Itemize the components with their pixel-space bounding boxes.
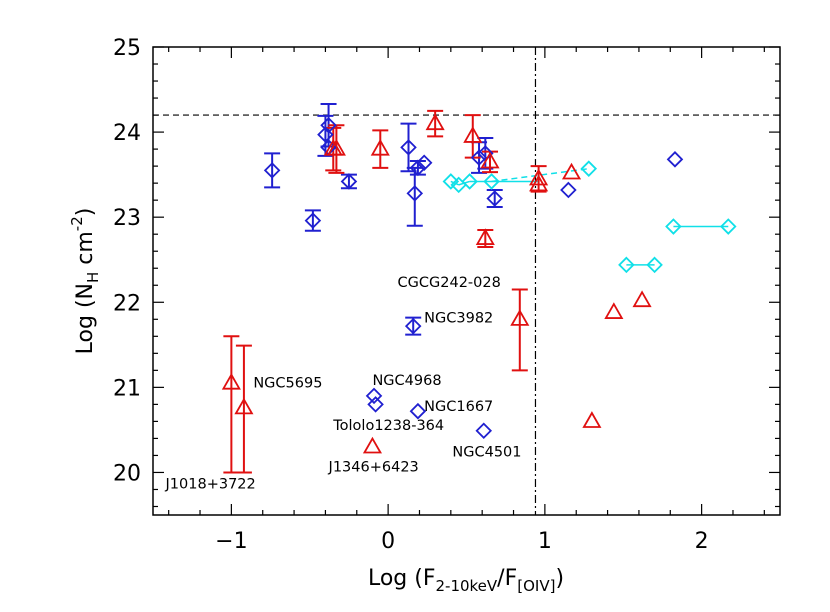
cyan-link-line (450, 180, 459, 186)
y-tick-label: 24 (113, 121, 141, 146)
red-triangle-point (463, 126, 483, 143)
y-axis-title: Log (NH cm-2) (68, 208, 102, 355)
blue-diamond-point (367, 396, 384, 413)
blue-diamond-point (317, 126, 334, 143)
blue-diamond-point (365, 387, 383, 405)
blue-diamond-point (304, 212, 322, 229)
cyan-links (450, 167, 729, 266)
data-markers (221, 113, 737, 454)
blue-diamond-point (475, 422, 493, 440)
y-tick-label: 22 (113, 291, 141, 316)
cyan-diamond-point (442, 173, 460, 190)
blue-diamond-point (415, 154, 433, 171)
annotation-label: Tololo1238-364 (332, 418, 444, 434)
cyan-diamond-point (461, 173, 478, 190)
cyan-diamond-point (646, 256, 663, 274)
y-tick-label: 23 (113, 206, 141, 231)
blue-diamond-point (320, 117, 337, 134)
red-triangle-point (510, 309, 530, 326)
red-triangle-point (326, 138, 346, 156)
x-tick-label: −1 (215, 529, 247, 554)
annotation-label: J1018+3722 (165, 477, 256, 493)
red-triangle-point (370, 138, 390, 156)
red-triangle-point (604, 302, 624, 319)
red-triangle-point (234, 397, 254, 415)
red-triangle-point (529, 174, 549, 192)
annotation-label: NGC1667 (424, 399, 493, 415)
annotation-label: NGC3982 (424, 311, 493, 327)
red-triangle-point (221, 372, 241, 390)
y-tick-label: 25 (113, 36, 141, 61)
red-triangle-point (480, 151, 500, 169)
annotation-label: NGC5695 (253, 375, 322, 391)
y-tick-label: 20 (113, 461, 141, 486)
blue-diamond-point (409, 159, 427, 177)
blue-diamond-point (404, 317, 422, 335)
point-annotations: CGCG242-028 NGC3982 NGC5695 NGC4968 NGC1667 T… (165, 275, 522, 493)
blue-diamond-point (560, 181, 577, 199)
red-triangle-point (362, 436, 383, 454)
red-triangle-point (582, 411, 602, 428)
y-tick-label: 21 (113, 376, 141, 401)
blue-diamond-point (486, 190, 503, 207)
blue-diamond-point (666, 151, 684, 168)
cyan-diamond-point (665, 218, 682, 235)
cyan-link-line (491, 167, 589, 183)
red-triangle-point (425, 113, 445, 131)
axis-ticks: −1 0 1 2 20 21 22 23 24 25 (113, 36, 780, 554)
blue-diamond-point (340, 173, 358, 190)
cyan-diamond-point (580, 160, 598, 177)
blue-diamond-point (263, 162, 281, 179)
x-axis-title: Log (F2-10keV/F[OIV]) (368, 566, 564, 595)
blue-diamond-point (400, 139, 417, 156)
blue-diamond-point (406, 185, 424, 202)
red-triangle-point (529, 168, 549, 186)
red-triangle-point (632, 290, 652, 308)
annotation-label: CGCG242-028 (398, 275, 501, 291)
blue-diamond-point (409, 402, 427, 420)
red-triangle-point (561, 162, 582, 180)
red-triangle-point (475, 228, 495, 245)
cyan-diamond-point (719, 218, 737, 235)
annotation-label: NGC4501 (452, 444, 521, 460)
x-tick-label: 1 (538, 529, 552, 554)
x-tick-label: 2 (695, 529, 709, 554)
x-tick-label: 0 (381, 529, 395, 554)
annotation-label: J1346+6423 (328, 460, 419, 476)
cyan-diamond-point (618, 256, 635, 274)
blue-diamond-point (470, 149, 488, 166)
cyan-diamond-point (483, 173, 500, 190)
plot-frame (152, 46, 781, 516)
annotation-label: NGC4968 (372, 373, 441, 389)
